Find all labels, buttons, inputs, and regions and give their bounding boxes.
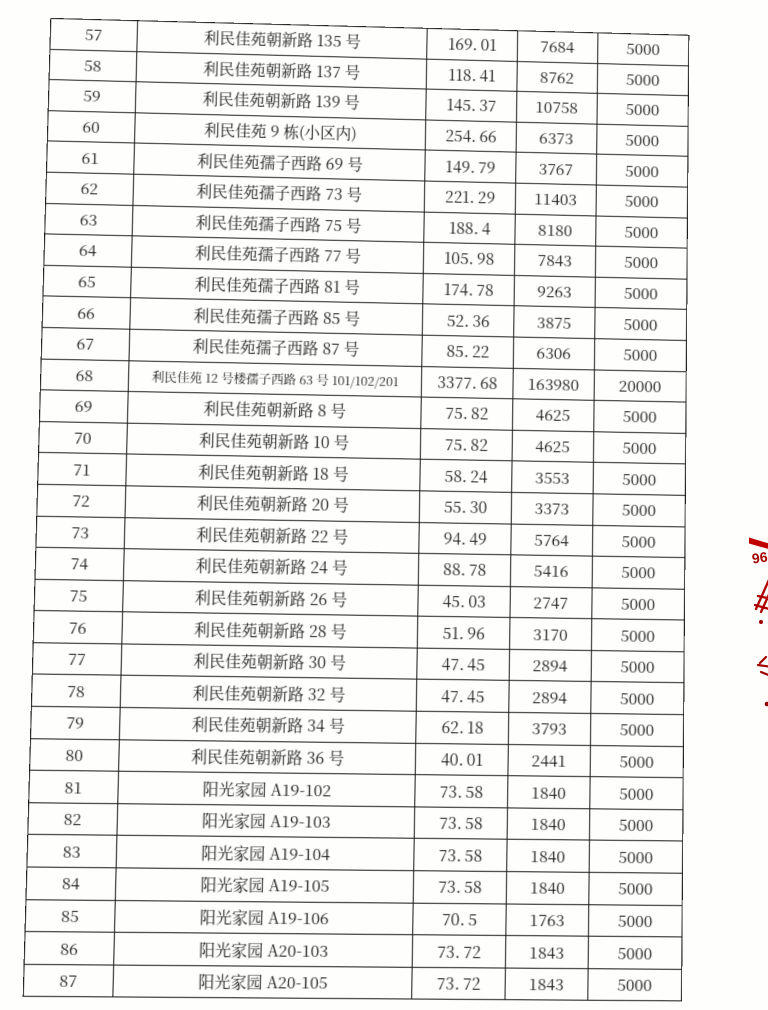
svg-text:96: 96 xyxy=(751,549,768,567)
